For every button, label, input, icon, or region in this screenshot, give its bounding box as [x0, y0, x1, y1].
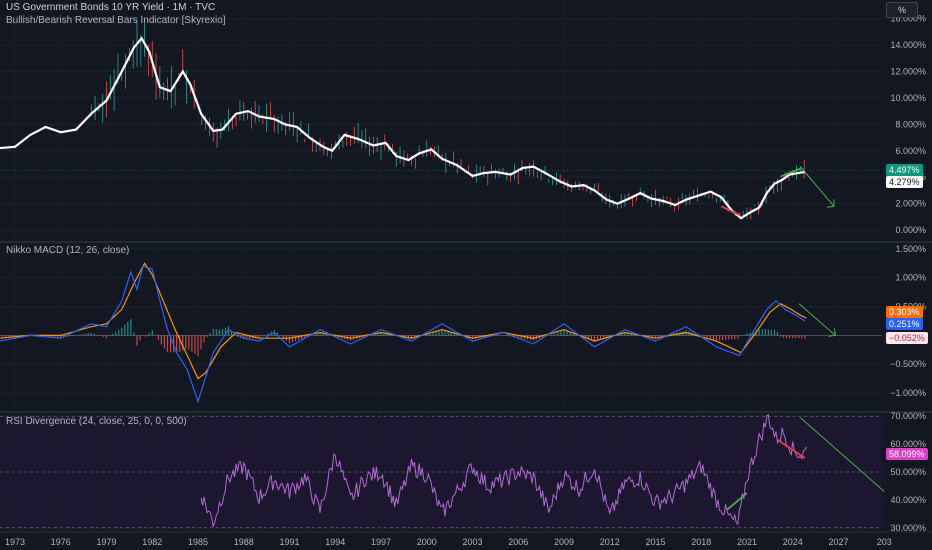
- rsi-projection-line: [800, 417, 885, 492]
- macd-line: [0, 265, 806, 404]
- y-tick-label: 50.000%: [890, 467, 926, 477]
- y-tick-label: 16.000%: [890, 14, 926, 24]
- price-red-trendline: [720, 205, 742, 217]
- indicator-legend-reversal-bars[interactable]: Bullish/Bearish Reversal Bars Indicator …: [6, 15, 226, 26]
- x-tick-label: 2024: [783, 537, 803, 547]
- x-tick-label: 203: [877, 537, 892, 547]
- rsi-pane: [200, 413, 885, 527]
- rsi-red-divergence-line: [777, 439, 806, 459]
- x-tick-label: 2012: [600, 537, 620, 547]
- y-tick-label: 8.000%: [895, 119, 926, 129]
- x-tick-label: 1979: [96, 537, 116, 547]
- x-tick-label: 1994: [325, 537, 345, 547]
- price-pane: [0, 36, 882, 220]
- macd-signal-value-badge: 0.303%: [886, 306, 923, 318]
- y-tick-label: 1.000%: [895, 273, 926, 283]
- last-price-badge: 4.497%: [886, 164, 923, 176]
- macd-line-value-badge: 0.251%: [886, 318, 923, 330]
- rsi-value-badge: 58.099%: [886, 448, 928, 460]
- x-tick-label: 1985: [188, 537, 208, 547]
- y-tick-label: −1.000%: [890, 388, 926, 398]
- price-projection-arrow: [799, 166, 835, 207]
- x-tick-label: 2003: [462, 537, 482, 547]
- y-tick-label: 1.500%: [895, 244, 926, 254]
- y-tick-label: 40.000%: [890, 495, 926, 505]
- indicator-legend-macd[interactable]: Nikko MACD (12, 26, close): [6, 245, 130, 256]
- arrow-head: [826, 199, 835, 208]
- price-green-trendline: [780, 167, 801, 178]
- x-tick-label: 1982: [142, 537, 162, 547]
- rsi-line: [200, 413, 807, 527]
- macd-pane: [0, 262, 882, 404]
- x-tick-label: 2027: [828, 537, 848, 547]
- x-tick-label: 2000: [417, 537, 437, 547]
- rsi-green-divergence-line: [726, 492, 748, 511]
- chart-title: US Government Bonds 10 YR Yield · 1M · T…: [6, 2, 216, 13]
- x-tick-label: 1976: [51, 537, 71, 547]
- macd-histogram-value-badge: −0.052%: [886, 332, 928, 344]
- x-tick-label: 1988: [234, 537, 254, 547]
- y-tick-label: 60.000%: [890, 439, 926, 449]
- x-tick-label: 2006: [508, 537, 528, 547]
- smooth-line-value-badge: 4.279%: [886, 176, 923, 188]
- x-tick-label: 2018: [691, 537, 711, 547]
- arrow-head: [828, 328, 837, 337]
- y-tick-label: 14.000%: [890, 40, 926, 50]
- x-tick-label: 1997: [371, 537, 391, 547]
- axes: 16.000% 14.000% 12.000% 10.000% 8.000% 6.000%…: [0, 14, 932, 547]
- y-tick-label: 30.000%: [890, 523, 926, 533]
- x-tick-label: 1973: [5, 537, 25, 547]
- y-tick-label: 10.000%: [890, 93, 926, 103]
- x-tick-label: 2009: [554, 537, 574, 547]
- y-tick-label: 12.000%: [890, 66, 926, 76]
- x-tick-label: 2015: [645, 537, 665, 547]
- x-tick-label: 1991: [279, 537, 299, 547]
- macd-signal-line: [0, 262, 807, 380]
- macd-projection-arrow: [798, 303, 836, 336]
- y-tick-label: 70.000%: [890, 411, 926, 421]
- y-tick-label: −0.500%: [890, 359, 926, 369]
- indicator-legend-rsi[interactable]: RSI Divergence (24, close, 25, 0, 0, 500…: [6, 416, 187, 427]
- x-tick-label: 2021: [737, 537, 757, 547]
- percent-scale-button[interactable]: %: [886, 2, 918, 18]
- grid-lines: [0, 18, 882, 529]
- y-tick-label: 0.000%: [895, 225, 926, 235]
- smooth-price-line: [0, 36, 806, 220]
- y-tick-label: 6.000%: [895, 146, 926, 156]
- y-tick-label: 2.000%: [895, 199, 926, 209]
